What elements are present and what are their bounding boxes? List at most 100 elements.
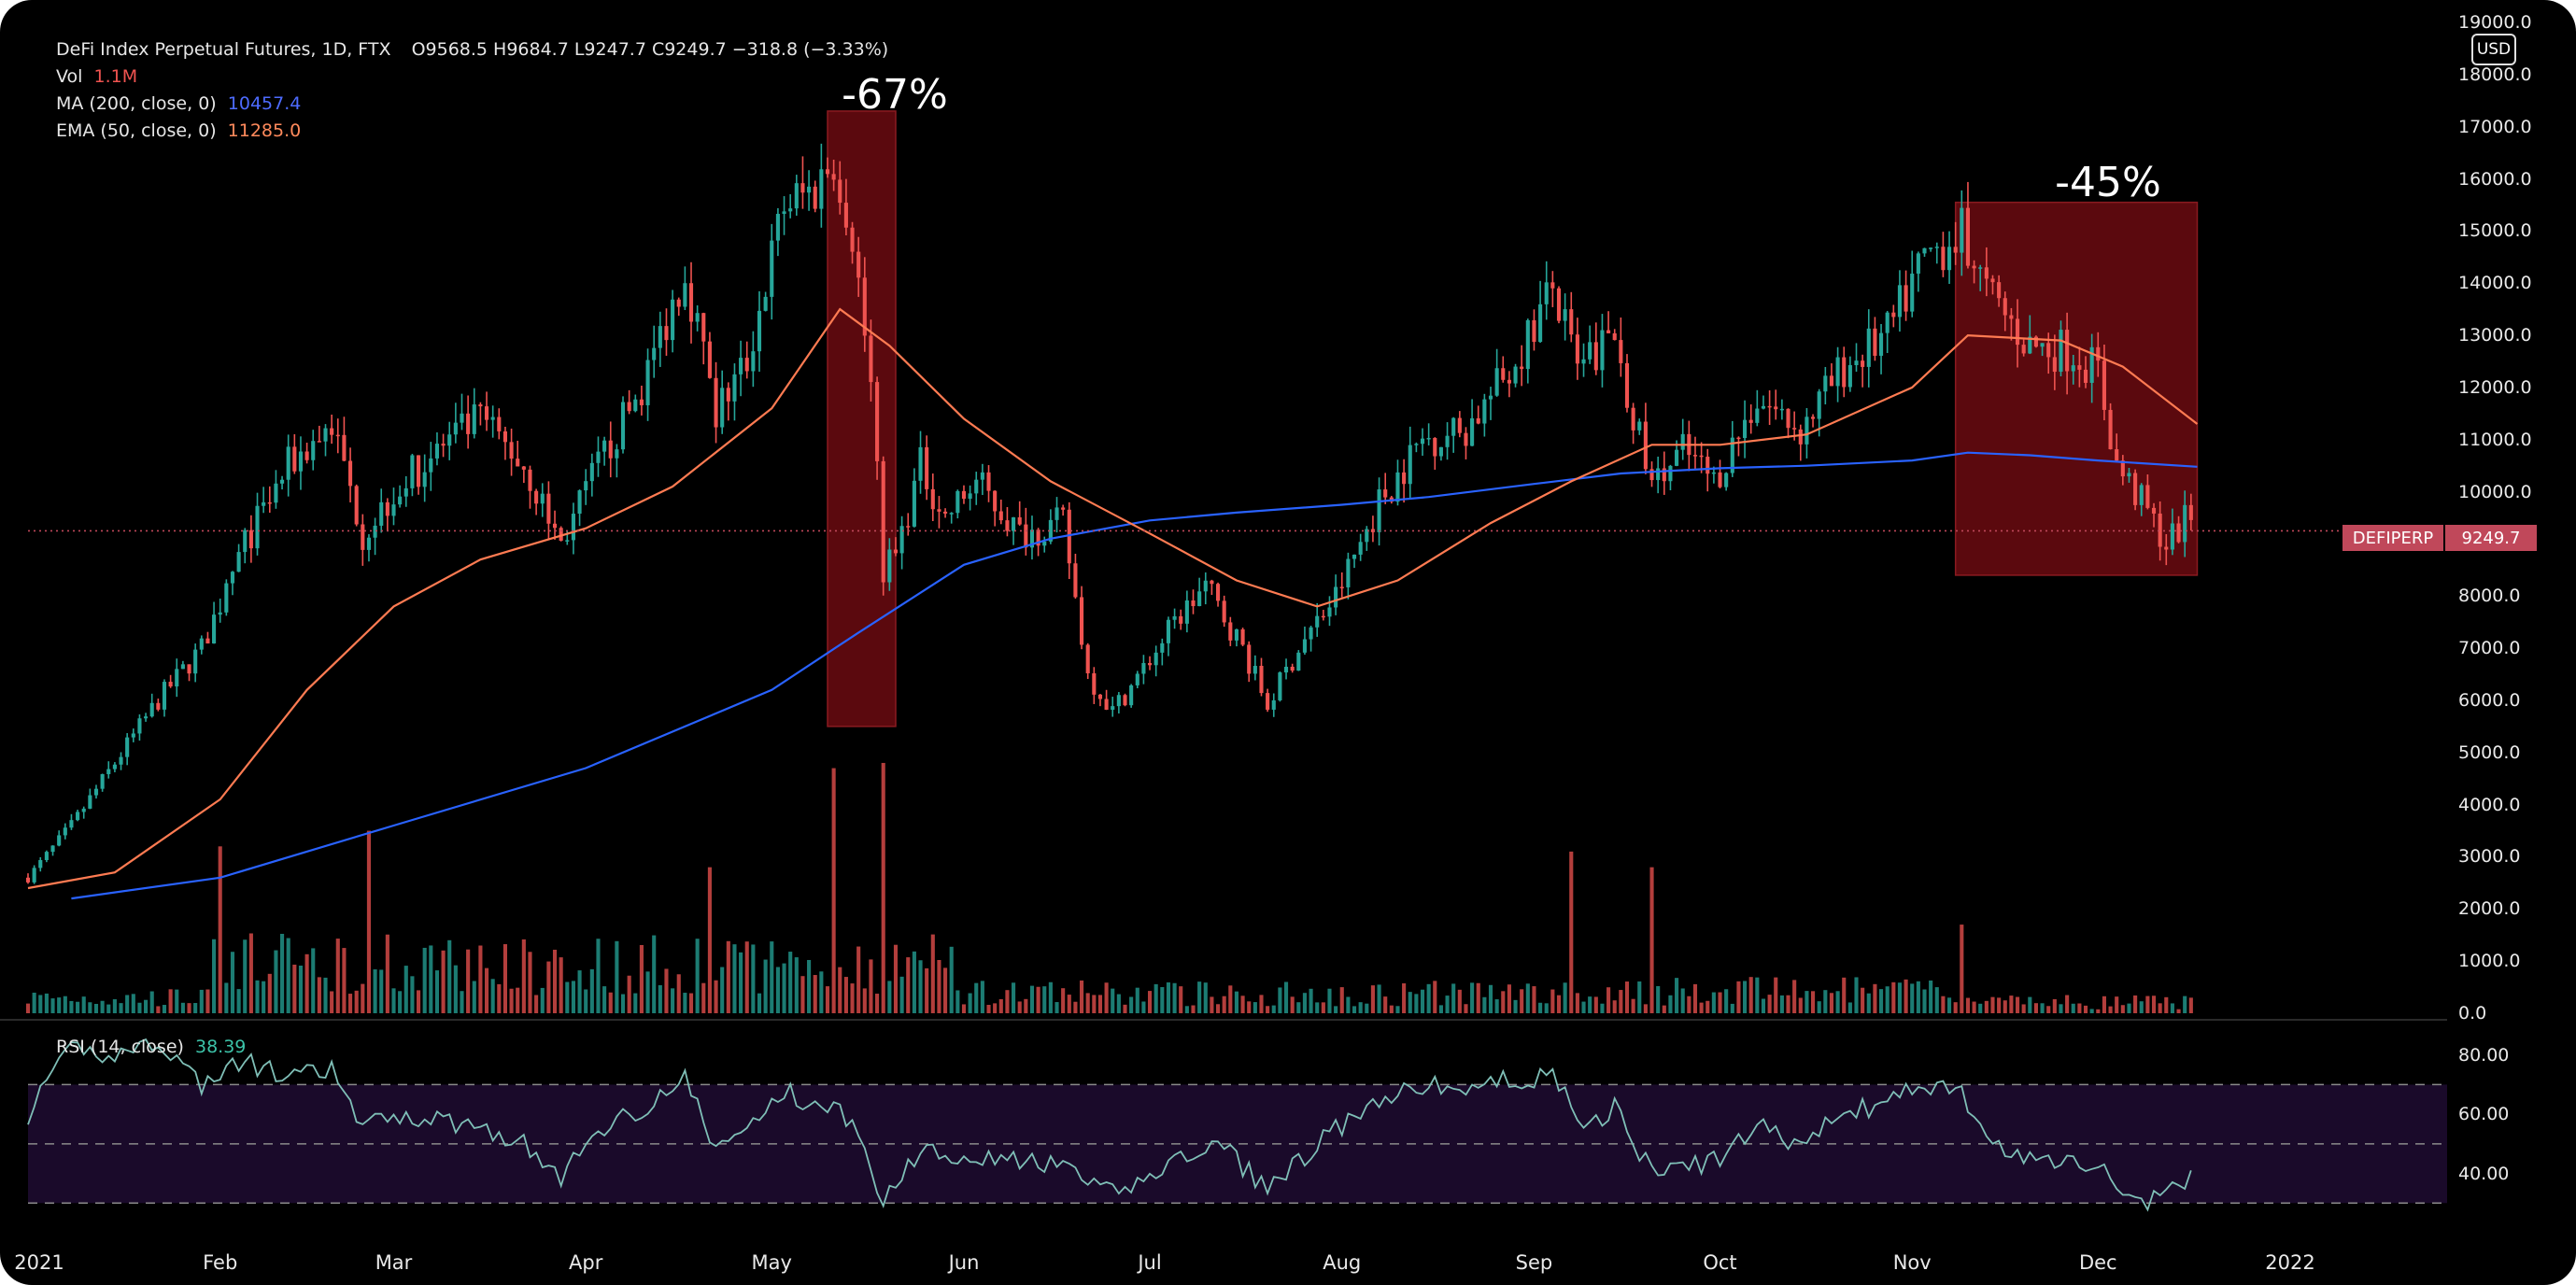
volume-bar	[1334, 1006, 1338, 1013]
volume-bar	[1897, 982, 1903, 1013]
candle-body	[1383, 489, 1388, 498]
candle-body	[627, 402, 631, 412]
candle-body	[243, 530, 248, 553]
volume-bar	[1160, 987, 1165, 1013]
volume-bar	[1805, 991, 1809, 1013]
price-tick-label: 8000.0	[2458, 586, 2521, 607]
volume-bar	[1061, 988, 1066, 1013]
volume-bar	[1296, 1002, 1301, 1013]
candle-body	[998, 511, 1003, 521]
volume-bar	[243, 939, 248, 1013]
volume-bar	[230, 952, 235, 1013]
volume-bar	[1538, 1002, 1543, 1013]
volume-bar	[1135, 987, 1139, 1013]
volume-bar	[838, 967, 842, 1013]
volume-bar	[1520, 989, 1524, 1013]
candle-body	[156, 702, 161, 710]
volume-bar	[1476, 982, 1480, 1013]
volume-bar	[106, 1004, 111, 1013]
candle-body	[2015, 318, 2020, 346]
candle-body	[1842, 357, 1847, 388]
candle-body	[1228, 622, 1233, 641]
volume-bar	[125, 995, 130, 1013]
candle-body	[639, 399, 644, 405]
volume-bar	[2096, 1009, 2101, 1013]
candle-body	[1990, 278, 1995, 283]
candle-body	[1154, 652, 1158, 666]
candle-body	[81, 808, 86, 812]
volume-bar	[1779, 995, 1784, 1013]
candle-body	[1166, 619, 1171, 643]
volume-bar	[552, 949, 558, 1013]
candle-body	[1036, 530, 1040, 546]
volume-bar	[330, 991, 334, 1013]
volume-bar	[218, 846, 222, 1013]
candle-body	[1823, 375, 1828, 392]
candle-body	[248, 530, 253, 549]
candle-body	[1873, 328, 1877, 356]
candle-body	[1302, 639, 1307, 653]
volume-bar	[292, 964, 297, 1013]
volume-bar	[1730, 1003, 1734, 1013]
volume-bar	[1569, 851, 1574, 1013]
volume-bar	[1718, 992, 1722, 1013]
candle-body	[671, 299, 675, 341]
candle-body	[751, 351, 756, 372]
last-price-tag: 9249.7	[2445, 525, 2537, 551]
volume-bar	[168, 989, 173, 1013]
volume-bar	[850, 983, 855, 1013]
candle-body	[571, 514, 575, 541]
volume-bar	[602, 986, 607, 1013]
candle-body	[1061, 507, 1066, 510]
candle-body	[1637, 421, 1642, 431]
volume-bar	[906, 957, 911, 1013]
ma200-line	[71, 451, 2198, 900]
price-tick-label: 4000.0	[2458, 794, 2521, 815]
candle-body	[1934, 247, 1939, 248]
currency-button[interactable]: USD	[2471, 34, 2516, 65]
candle-body	[856, 251, 861, 278]
candle-body	[1123, 695, 1127, 706]
volume-bar	[391, 988, 396, 1013]
candle-body	[726, 388, 730, 402]
volume-bar	[1042, 986, 1047, 1013]
candle-body	[2115, 449, 2119, 461]
candle-body	[652, 347, 657, 360]
candle-body	[1012, 516, 1016, 531]
candle-body	[1711, 472, 1716, 474]
volume-bar	[410, 976, 415, 1013]
volume-bar	[298, 965, 304, 1013]
candle-body	[968, 493, 972, 500]
candle-body	[180, 664, 185, 670]
volume-bar	[2108, 1006, 2113, 1013]
price-tick-label: 14000.0	[2458, 273, 2532, 294]
volume-bar	[571, 981, 575, 1013]
volume-bar	[1668, 995, 1673, 1013]
candle-body	[1414, 444, 1419, 445]
candle-body	[2096, 346, 2101, 361]
candle-body	[1222, 600, 1226, 623]
volume-bar	[460, 991, 464, 1013]
candle-body	[1476, 417, 1480, 424]
volume-bar	[1829, 993, 1834, 1013]
time-tick-label: Feb	[203, 1251, 238, 1274]
volume-bar	[403, 966, 408, 1013]
volume-bar	[1129, 996, 1134, 1013]
candle-body	[1433, 437, 1437, 457]
volume-bar	[1649, 867, 1654, 1013]
volume-bar	[1365, 1003, 1369, 1013]
candle-body	[100, 773, 105, 789]
volume-bar	[676, 974, 681, 1013]
volume-bar	[1556, 995, 1562, 1013]
volume-bar	[825, 986, 830, 1013]
volume-bar	[559, 957, 563, 1013]
volume-bar	[1990, 996, 1995, 1013]
volume-bar	[1656, 985, 1661, 1013]
candle-body	[1668, 465, 1673, 482]
candle-body	[757, 310, 762, 352]
volume-bar	[974, 982, 979, 1013]
candle-body	[2102, 360, 2106, 410]
volume-bar	[88, 1002, 92, 1013]
